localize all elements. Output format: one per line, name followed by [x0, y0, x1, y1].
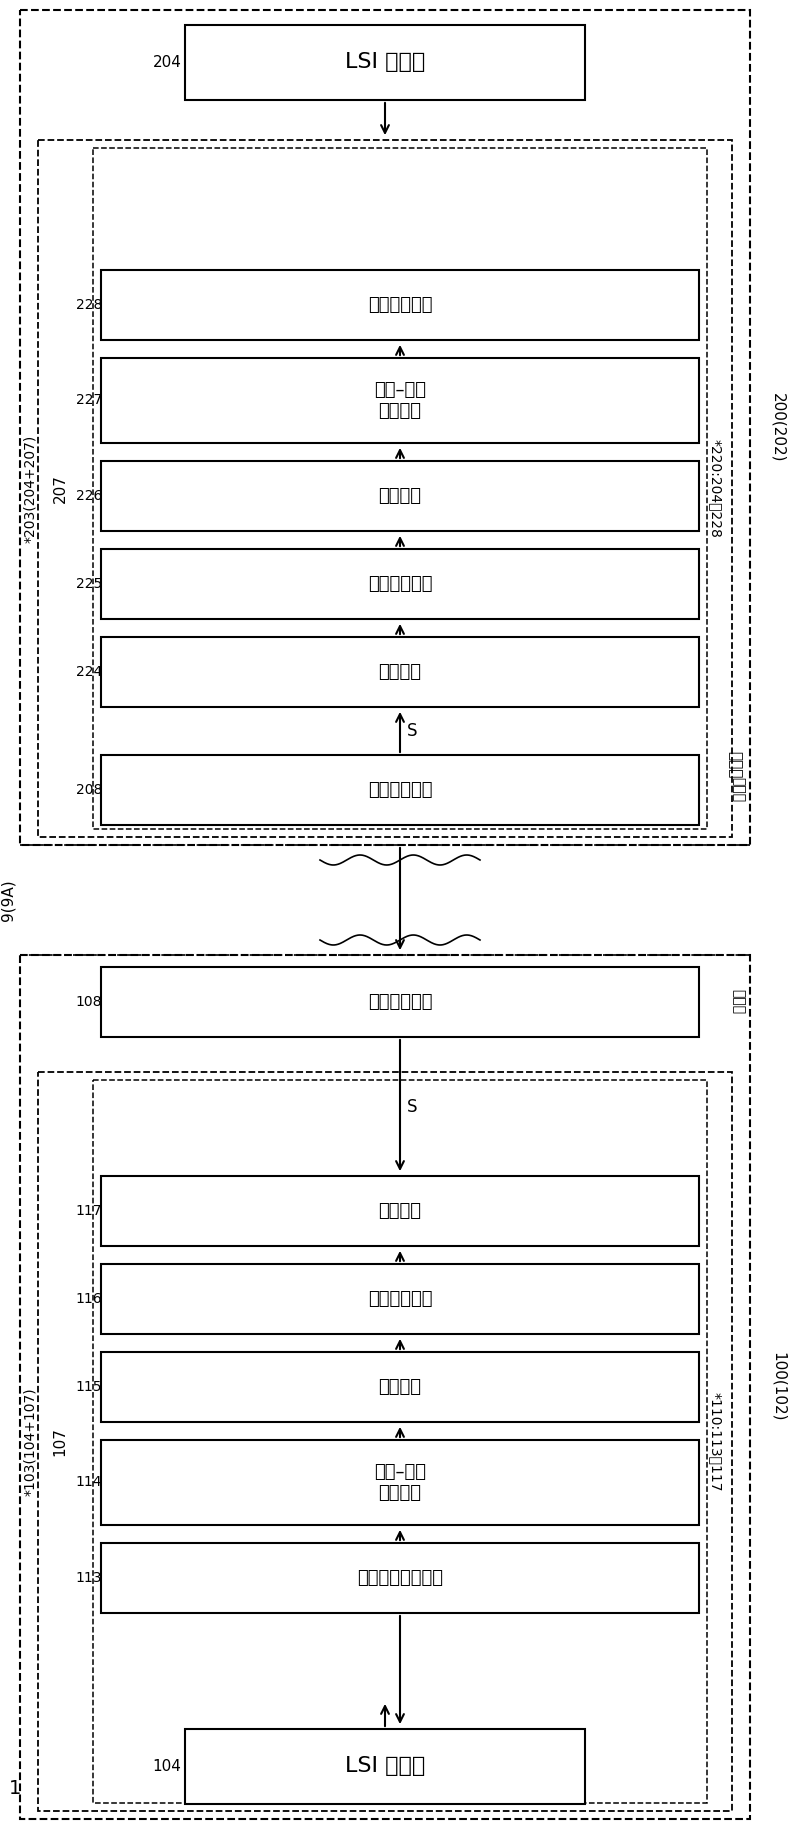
- Text: 115: 115: [76, 1381, 102, 1394]
- Text: 放大部分: 放大部分: [378, 662, 422, 680]
- Text: *203(204+207): *203(204+207): [23, 433, 37, 543]
- Bar: [101, 1352, 699, 1421]
- Text: 简化处理部分: 简化处理部分: [368, 296, 432, 315]
- Bar: [101, 1439, 699, 1525]
- Text: 104: 104: [153, 1759, 182, 1774]
- Bar: [101, 461, 699, 530]
- Bar: [101, 358, 699, 443]
- Bar: [38, 141, 732, 838]
- Text: 频率转换部分: 频率转换部分: [368, 574, 432, 593]
- Text: *103(104+107): *103(104+107): [23, 1386, 37, 1496]
- Bar: [101, 271, 699, 340]
- Text: 116: 116: [76, 1291, 102, 1306]
- Text: 108: 108: [76, 995, 102, 1010]
- Text: 228: 228: [76, 298, 102, 313]
- Bar: [101, 755, 699, 825]
- Text: 100(102): 100(102): [770, 1352, 786, 1421]
- Text: S: S: [406, 1097, 418, 1116]
- Text: 并行–串行
转换部分: 并行–串行 转换部分: [374, 1463, 426, 1502]
- Text: 114: 114: [76, 1476, 102, 1489]
- Text: LSI 功能块: LSI 功能块: [345, 1756, 425, 1776]
- Text: 117: 117: [76, 1203, 102, 1218]
- Text: *220:204～228: *220:204～228: [708, 439, 722, 538]
- Bar: [185, 26, 585, 101]
- Text: S: S: [406, 722, 418, 741]
- Bar: [101, 549, 699, 618]
- Text: 发送端: 发送端: [731, 989, 745, 1015]
- Text: *110:113～117: *110:113～117: [708, 1392, 722, 1491]
- Text: 204: 204: [153, 55, 182, 70]
- Text: 207: 207: [53, 474, 67, 503]
- Text: 107: 107: [53, 1427, 67, 1456]
- Bar: [20, 9, 750, 845]
- Text: 接收端: 接收端: [731, 777, 745, 803]
- Text: 224: 224: [76, 666, 102, 679]
- Text: 225: 225: [76, 576, 102, 591]
- Bar: [20, 955, 750, 1820]
- Bar: [101, 1176, 699, 1246]
- Text: 227: 227: [76, 393, 102, 408]
- Text: 113: 113: [76, 1571, 102, 1586]
- Text: 9(9A): 9(9A): [1, 880, 15, 920]
- Text: 传输线耦合块: 传输线耦合块: [368, 993, 432, 1011]
- Text: 208: 208: [76, 783, 102, 797]
- Text: 接收端: 接收端: [727, 752, 742, 779]
- Text: 串行–并行
转换部分: 串行–并行 转换部分: [374, 380, 426, 421]
- Text: 调制部分: 调制部分: [378, 1377, 422, 1396]
- Text: 多路复用处理部分: 多路复用处理部分: [357, 1569, 443, 1588]
- Bar: [93, 148, 707, 829]
- Bar: [93, 1079, 707, 1803]
- Bar: [101, 636, 699, 708]
- Text: 传输线耦合块: 传输线耦合块: [368, 781, 432, 799]
- Bar: [38, 1072, 732, 1811]
- Bar: [101, 1264, 699, 1333]
- Text: 解调部分: 解调部分: [378, 487, 422, 505]
- Text: 226: 226: [76, 488, 102, 503]
- Text: 频率转换部分: 频率转换部分: [368, 1289, 432, 1308]
- Text: 1: 1: [9, 1780, 21, 1798]
- Text: 200(202): 200(202): [770, 393, 786, 463]
- Bar: [185, 1728, 585, 1803]
- Text: LSI 功能块: LSI 功能块: [345, 53, 425, 73]
- Text: 放大部分: 放大部分: [378, 1202, 422, 1220]
- Bar: [101, 1544, 699, 1613]
- Bar: [101, 968, 699, 1037]
